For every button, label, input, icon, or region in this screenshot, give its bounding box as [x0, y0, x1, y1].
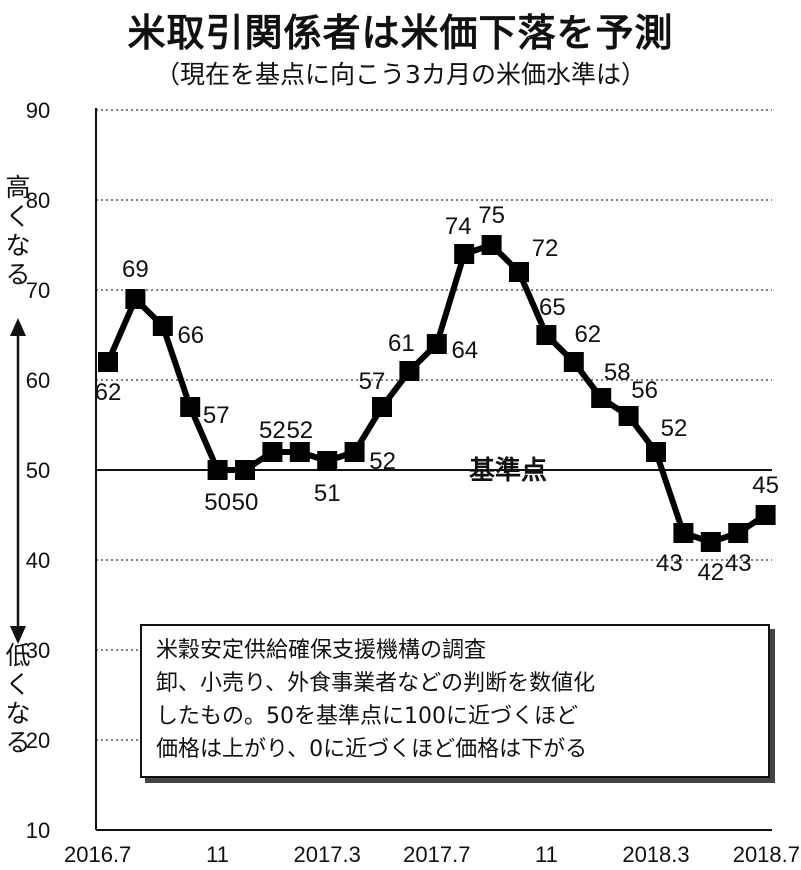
data-point [646, 442, 666, 462]
arrow-down-icon [10, 626, 26, 644]
y-annotation-lower: な [5, 699, 30, 728]
data-label: 64 [451, 337, 478, 364]
data-point [125, 289, 146, 309]
data-label: 52 [661, 415, 688, 442]
chart-subtitle: （現在を基点に向こう3カ月の米価水準は） [155, 60, 646, 89]
reference-line-label: 基準点 [469, 455, 547, 486]
data-point [289, 442, 310, 462]
data-point [399, 361, 420, 381]
y-tick-label: 60 [26, 368, 50, 393]
y-annotation-higher: な [5, 231, 30, 260]
y-tick-label: 90 [26, 98, 50, 123]
data-point [509, 262, 529, 282]
data-label: 62 [95, 379, 122, 406]
data-label: 61 [388, 330, 415, 357]
data-point [618, 406, 639, 426]
x-tick-label: 2018.3 [622, 842, 689, 867]
data-label: 52 [369, 448, 396, 475]
y-tick-label: 70 [26, 278, 50, 303]
y-annotation-higher: く [5, 202, 30, 231]
survey-note-box: 米穀安定供給確保支援機構の調査 卸、小売り、外食事業者などの判断を数値化 したも… [140, 624, 770, 778]
data-point [262, 442, 283, 462]
data-label: 51 [314, 480, 341, 507]
data-point [207, 460, 228, 480]
data-point [454, 244, 475, 264]
data-label: 52 [286, 417, 313, 444]
y-annotation-higher: る [5, 260, 30, 289]
data-label: 57 [359, 368, 386, 395]
note-line: 卸、小売り、外食事業者などの判断を数値化 [156, 671, 596, 696]
data-label: 72 [532, 235, 559, 262]
data-point [536, 325, 557, 345]
data-label: 43 [725, 550, 752, 577]
y-tick-label: 20 [26, 728, 50, 753]
x-tick-label: 2018.7 [733, 842, 800, 867]
chart-title: 米取引関係者は米価下落を予測 [127, 11, 674, 55]
data-label: 66 [177, 322, 204, 349]
y-tick-label: 30 [26, 638, 50, 663]
x-tick-label: 11 [535, 842, 558, 867]
data-point [180, 397, 201, 417]
data-label: 50 [204, 489, 231, 516]
data-label: 56 [631, 377, 658, 404]
data-label: 50 [232, 489, 259, 516]
data-label: 45 [752, 472, 779, 499]
data-label: 57 [203, 402, 230, 429]
data-label: 75 [478, 202, 505, 229]
x-tick-label: 11 [206, 842, 229, 867]
x-tick-label: 2016.7 [64, 842, 131, 867]
data-point [317, 451, 338, 471]
data-point [591, 388, 612, 408]
data-label: 58 [604, 359, 631, 386]
data-point [673, 523, 694, 543]
note-line: 米穀安定供給確保支援機構の調査 [156, 638, 487, 663]
y-tick-label: 40 [26, 548, 50, 573]
x-tick-label: 2017.3 [294, 842, 361, 867]
y-annotation-higher: 高 [5, 173, 30, 202]
data-point [372, 397, 392, 417]
arrow-up-icon [10, 318, 26, 336]
data-label: 43 [656, 550, 683, 577]
data-point [563, 352, 584, 372]
data-label: 69 [122, 256, 149, 283]
y-tick-label: 10 [26, 818, 50, 843]
note-line: 価格は上がり、0に近づくほど価格は下がる [156, 737, 588, 762]
data-point [152, 316, 173, 336]
x-tick-label: 2017.7 [403, 842, 470, 867]
data-point [755, 505, 776, 525]
y-annotation-lower: く [5, 670, 30, 699]
y-annotation-lower: る [5, 728, 30, 757]
data-point [728, 523, 749, 543]
y-annotation-lower: 低 [5, 641, 30, 670]
data-label: 65 [539, 294, 566, 321]
data-label: 42 [697, 559, 724, 586]
data-label: 52 [259, 417, 286, 444]
data-point [426, 334, 447, 354]
data-point [481, 235, 502, 255]
note-line: したもの。50を基準点に100に近づくほど [156, 704, 578, 729]
data-point [344, 442, 365, 462]
data-point [98, 352, 118, 372]
data-label: 62 [574, 321, 601, 348]
y-tick-label: 50 [26, 458, 50, 483]
y-tick-label: 80 [26, 188, 50, 213]
data-point [700, 532, 721, 552]
data-point [235, 460, 255, 480]
data-label: 74 [445, 213, 472, 240]
